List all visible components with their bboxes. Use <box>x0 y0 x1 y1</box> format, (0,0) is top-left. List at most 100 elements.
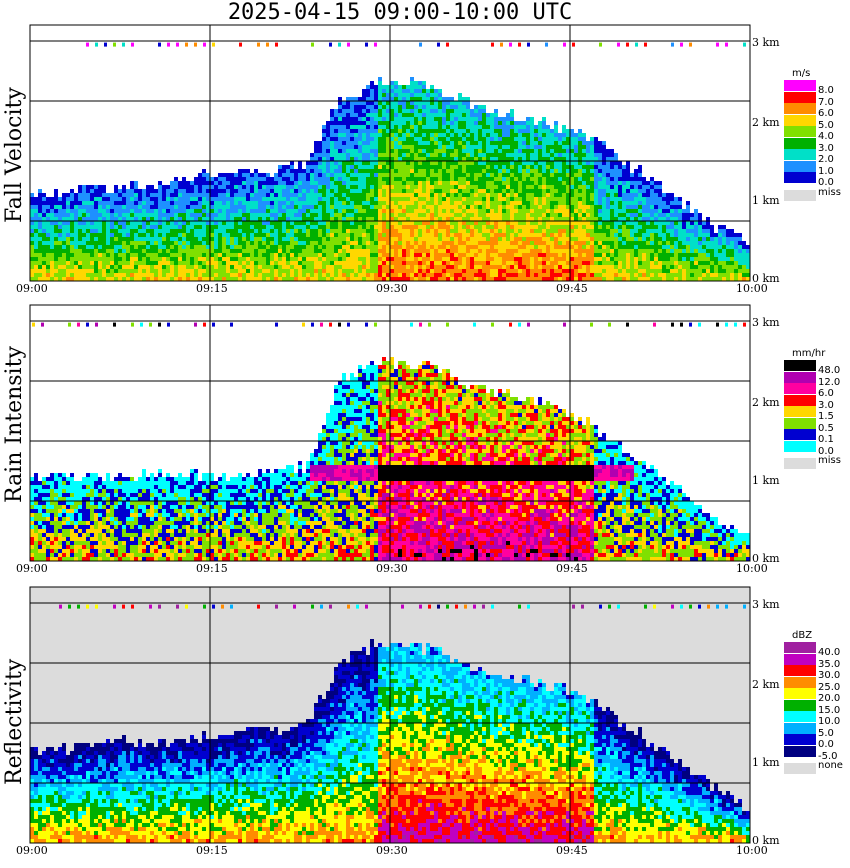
fall-velocity-cell <box>570 225 574 229</box>
fall-velocity-cell <box>422 177 426 181</box>
fall-velocity-cell <box>182 233 186 237</box>
fall-velocity-cell <box>278 217 282 221</box>
fall-velocity-cell <box>86 241 90 245</box>
fall-velocity-cell <box>234 221 238 225</box>
fall-velocity-cell <box>158 277 162 281</box>
fall-velocity-cell <box>598 269 602 273</box>
fall-velocity-cell <box>142 257 146 261</box>
fall-velocity-cell <box>506 177 510 181</box>
fall-velocity-cell <box>302 261 306 265</box>
fall-velocity-cell <box>342 193 346 197</box>
fall-velocity-cell <box>490 233 494 237</box>
fall-velocity-cell <box>454 269 458 273</box>
fall-velocity-cell <box>318 177 322 181</box>
fall-velocity-cell <box>74 209 78 213</box>
fall-velocity-cell <box>570 145 574 149</box>
fall-velocity-cell <box>246 233 250 237</box>
fall-velocity-cell <box>306 177 310 181</box>
fall-velocity-cell <box>194 253 198 257</box>
fall-velocity-cell <box>590 257 594 261</box>
fall-velocity-cell <box>398 109 402 113</box>
fall-velocity-cell <box>502 225 506 229</box>
fall-velocity-cell <box>342 257 346 261</box>
fall-velocity-cell <box>110 269 114 273</box>
fall-velocity-cell <box>98 221 102 225</box>
fall-velocity-cell <box>230 181 234 185</box>
fall-velocity-cell <box>274 261 278 265</box>
fall-velocity-cell <box>534 225 538 229</box>
fall-velocity-cell <box>482 141 486 145</box>
fall-velocity-cell <box>170 233 174 237</box>
fall-velocity-cell <box>522 149 526 153</box>
fall-velocity-cell <box>502 149 506 153</box>
fall-velocity-cell <box>458 241 462 245</box>
fall-velocity-cell <box>434 257 438 261</box>
fall-velocity-cell <box>382 161 386 165</box>
fall-velocity-cell <box>142 221 146 225</box>
fall-velocity-cell <box>418 105 422 109</box>
fall-velocity-cell <box>230 209 234 213</box>
fall-velocity-cell <box>322 273 326 277</box>
fall-velocity-cell <box>78 213 82 217</box>
fall-velocity-cell <box>270 225 274 229</box>
fall-velocity-cell <box>330 213 334 217</box>
fall-velocity-cell <box>202 249 206 253</box>
fall-velocity-cell <box>254 229 258 233</box>
fall-velocity-cell <box>266 197 270 201</box>
fall-velocity-cell <box>138 213 142 217</box>
fall-velocity-cell <box>178 241 182 245</box>
fall-velocity-cell <box>202 173 206 177</box>
fall-velocity-cell <box>34 245 38 249</box>
fall-velocity-cell <box>354 273 358 277</box>
fall-velocity-cell <box>226 181 230 185</box>
fall-velocity-cell <box>250 201 254 205</box>
fall-velocity-cell <box>118 277 122 281</box>
fall-velocity-cell <box>434 113 438 117</box>
fall-velocity-cell <box>486 245 490 249</box>
fall-velocity-cell <box>546 221 550 225</box>
fall-velocity-cell <box>350 121 354 125</box>
fall-velocity-cell <box>202 237 206 241</box>
fall-velocity-cell <box>370 149 374 153</box>
fall-velocity-cell <box>498 189 502 193</box>
fall-velocity-cell <box>354 113 358 117</box>
fall-velocity-cell <box>286 261 290 265</box>
fall-velocity-cell <box>450 113 454 117</box>
fall-velocity-cell <box>262 189 266 193</box>
fall-velocity-cell <box>606 273 610 277</box>
fall-velocity-cell <box>454 113 458 117</box>
fall-velocity-cell <box>242 269 246 273</box>
fall-velocity-cell <box>34 277 38 281</box>
fall-velocity-cell <box>86 229 90 233</box>
fall-velocity-cell <box>98 217 102 221</box>
fall-velocity-cell <box>518 125 522 129</box>
fall-velocity-cell <box>426 133 430 137</box>
fall-velocity-cell <box>246 221 250 225</box>
fall-velocity-cell <box>410 237 414 241</box>
fall-velocity-cell <box>218 193 222 197</box>
fall-velocity-cell <box>222 177 226 181</box>
fall-velocity-cell <box>398 217 402 221</box>
fall-velocity-cell <box>382 229 386 233</box>
fall-velocity-cell <box>318 265 322 269</box>
fall-velocity-cell <box>506 161 510 165</box>
fall-velocity-cell <box>242 257 246 261</box>
fall-velocity-cell <box>426 145 430 149</box>
fall-velocity-cell <box>502 213 506 217</box>
fall-velocity-cell <box>526 189 530 193</box>
fall-velocity-cell <box>294 213 298 217</box>
fall-velocity-cell <box>418 201 422 205</box>
fall-velocity-cell <box>382 257 386 261</box>
fall-velocity-cell <box>542 213 546 217</box>
fall-velocity-cell <box>458 237 462 241</box>
fall-velocity-cell <box>310 249 314 253</box>
fall-velocity-cell <box>182 261 186 265</box>
fall-velocity-cell <box>62 197 66 201</box>
fall-velocity-cell <box>454 257 458 261</box>
fall-velocity-cell <box>270 221 274 225</box>
fall-velocity-cell <box>350 213 354 217</box>
fall-velocity-cell <box>46 277 50 281</box>
fall-velocity-cell <box>578 201 582 205</box>
fall-velocity-cell <box>38 277 42 281</box>
fall-velocity-cell <box>162 269 166 273</box>
